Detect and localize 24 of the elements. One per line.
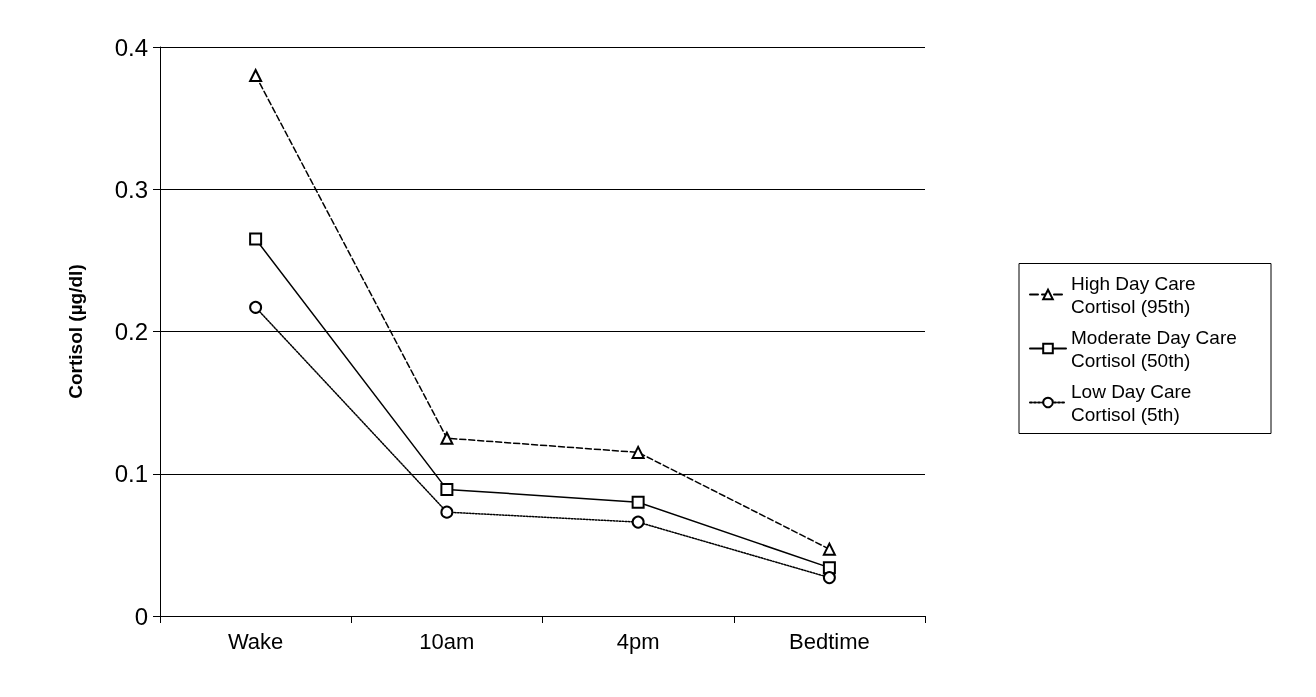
legend-label: High Day Care Cortisol (95th) [1071, 272, 1201, 317]
y-tick-label: 0.3 [114, 175, 148, 203]
point [440, 482, 454, 496]
point [249, 68, 263, 82]
y-tick-label: 0.4 [114, 33, 148, 61]
point [631, 445, 645, 459]
y-tick-label: 0.2 [114, 318, 148, 345]
x-tick-label: 4pm [616, 628, 660, 654]
point [249, 300, 263, 314]
point [822, 542, 836, 556]
y-tick-label: 0.1 [114, 460, 148, 488]
point [249, 232, 263, 246]
x-tick-label: 10am [419, 628, 475, 654]
point [440, 505, 454, 519]
point [631, 515, 645, 529]
legend-label: Low Day Care Cortisol (5th) [1071, 380, 1197, 425]
legend-label: Moderate Day Care Cortisol (50th) [1071, 326, 1243, 371]
y-axis-title: Cortisol (µg/dl) [65, 264, 86, 399]
x-tick-label: Wake [227, 628, 284, 654]
x-tick-label: Bedtime [789, 628, 870, 654]
point [440, 431, 454, 445]
point [631, 495, 645, 509]
y-tick-label: 0 [134, 602, 148, 630]
point [822, 571, 836, 585]
